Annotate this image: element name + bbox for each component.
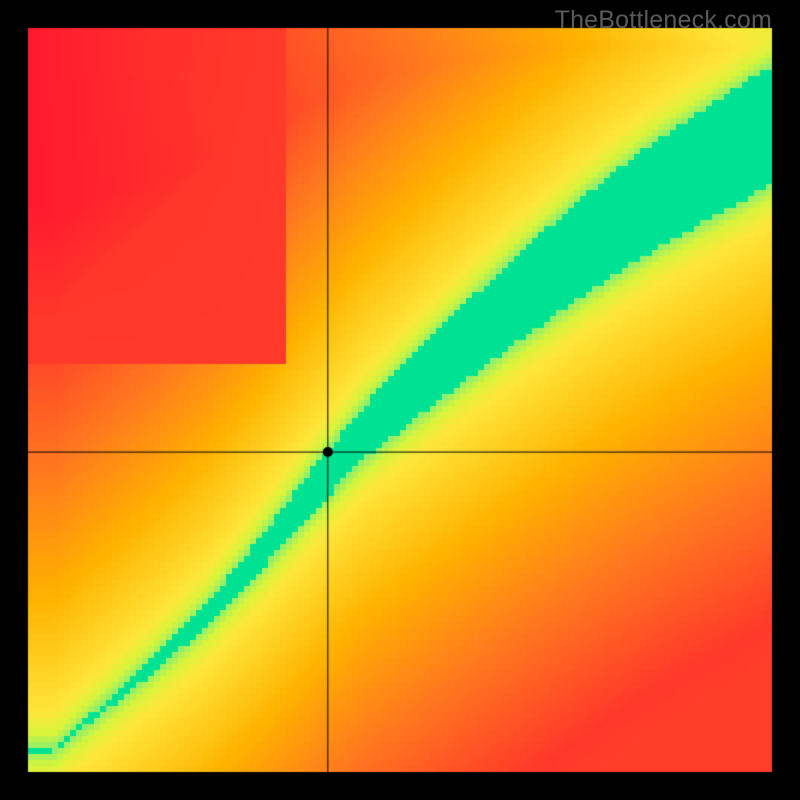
bottleneck-heatmap [0, 0, 800, 800]
image-frame: TheBottleneck.com [0, 0, 800, 800]
watermark-label: TheBottleneck.com [555, 6, 772, 35]
